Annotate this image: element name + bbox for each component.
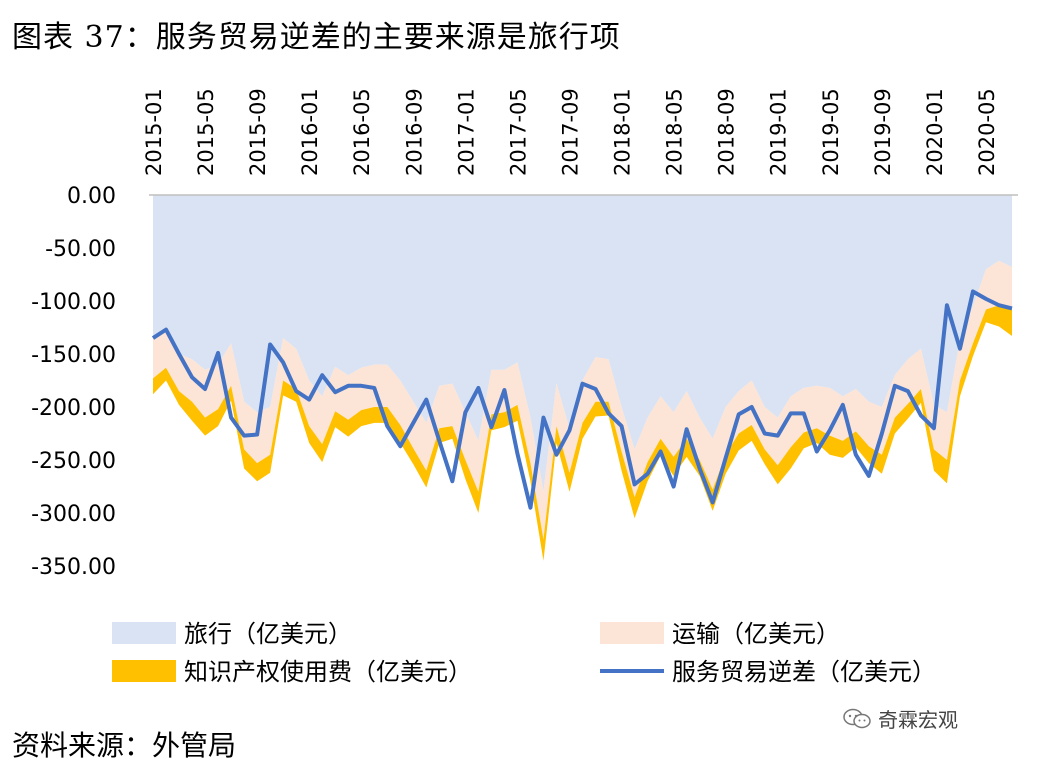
legend-swatch	[112, 660, 176, 682]
y-tick-label: -150.00	[31, 343, 116, 368]
x-tick-label: 2015-09	[246, 88, 270, 176]
y-tick-label: -350.00	[31, 555, 116, 580]
x-tick-label: 2016-05	[350, 88, 374, 176]
legend-swatch	[600, 622, 664, 644]
y-tick-label: -300.00	[31, 502, 116, 527]
x-tick-label: 2018-09	[715, 88, 739, 176]
watermark-text: 奇霖宏观	[878, 708, 958, 732]
wechat-icon	[843, 708, 871, 728]
legend-label: 运输（亿美元）	[672, 620, 840, 648]
x-tick-label: 2017-01	[454, 88, 478, 176]
legend-label: 知识产权使用费（亿美元）	[184, 658, 472, 686]
chart-areas	[153, 195, 1012, 561]
y-tick-label: -250.00	[31, 449, 116, 474]
source-note: 资料来源：外管局	[12, 729, 237, 762]
x-tick-label: 2019-05	[819, 88, 843, 176]
x-tick-label: 2018-01	[611, 88, 635, 176]
area-series-2	[153, 305, 1012, 561]
x-tick-label: 2016-01	[298, 88, 322, 176]
y-tick-label: -50.00	[45, 237, 116, 262]
legend-swatch	[112, 622, 176, 644]
x-tick-label: 2015-05	[194, 88, 218, 176]
y-tick-label: -100.00	[31, 290, 116, 315]
page-title: 图表 37：服务贸易逆差的主要来源是旅行项	[12, 20, 621, 55]
area-series-1	[153, 260, 1012, 540]
x-tick-label: 2019-01	[767, 88, 791, 176]
legend: 旅行（亿美元） 运输（亿美元） 知识产权使用费（亿美元） 服务贸易逆差（亿美元）	[112, 620, 936, 686]
x-tick-label: 2020-01	[923, 88, 947, 176]
area-series-0	[153, 195, 1012, 492]
x-tick-label: 2020-05	[975, 88, 999, 176]
y-tick-label: 0.00	[67, 184, 116, 209]
legend-label: 服务贸易逆差（亿美元）	[672, 658, 936, 686]
x-tick-label: 2017-09	[558, 88, 582, 176]
watermark: 奇霖宏观	[842, 704, 958, 733]
chart-lines	[151, 289, 1013, 510]
y-tick-label: -200.00	[31, 396, 116, 421]
x-tick-label: 2017-05	[506, 88, 530, 176]
x-tick-label: 2018-05	[663, 88, 687, 176]
legend-label: 旅行（亿美元）	[184, 620, 352, 648]
x-tick-label: 2019-09	[871, 88, 895, 176]
line-series-deficit	[151, 289, 1013, 510]
y-tick-labels: 0.00 -50.00 -100.00 -150.00 -200.00 -250.00 -3…	[31, 184, 116, 580]
x-tick-labels: 2015-01 2015-05 2015-09 2016-01 2016-05 2016-…	[142, 88, 999, 176]
x-tick-label: 2015-01	[142, 88, 166, 176]
x-tick-label: 2016-09	[402, 88, 426, 176]
chart: 2015-01 2015-05 2015-09 2016-01 2016-05 2016-…	[31, 88, 1018, 686]
